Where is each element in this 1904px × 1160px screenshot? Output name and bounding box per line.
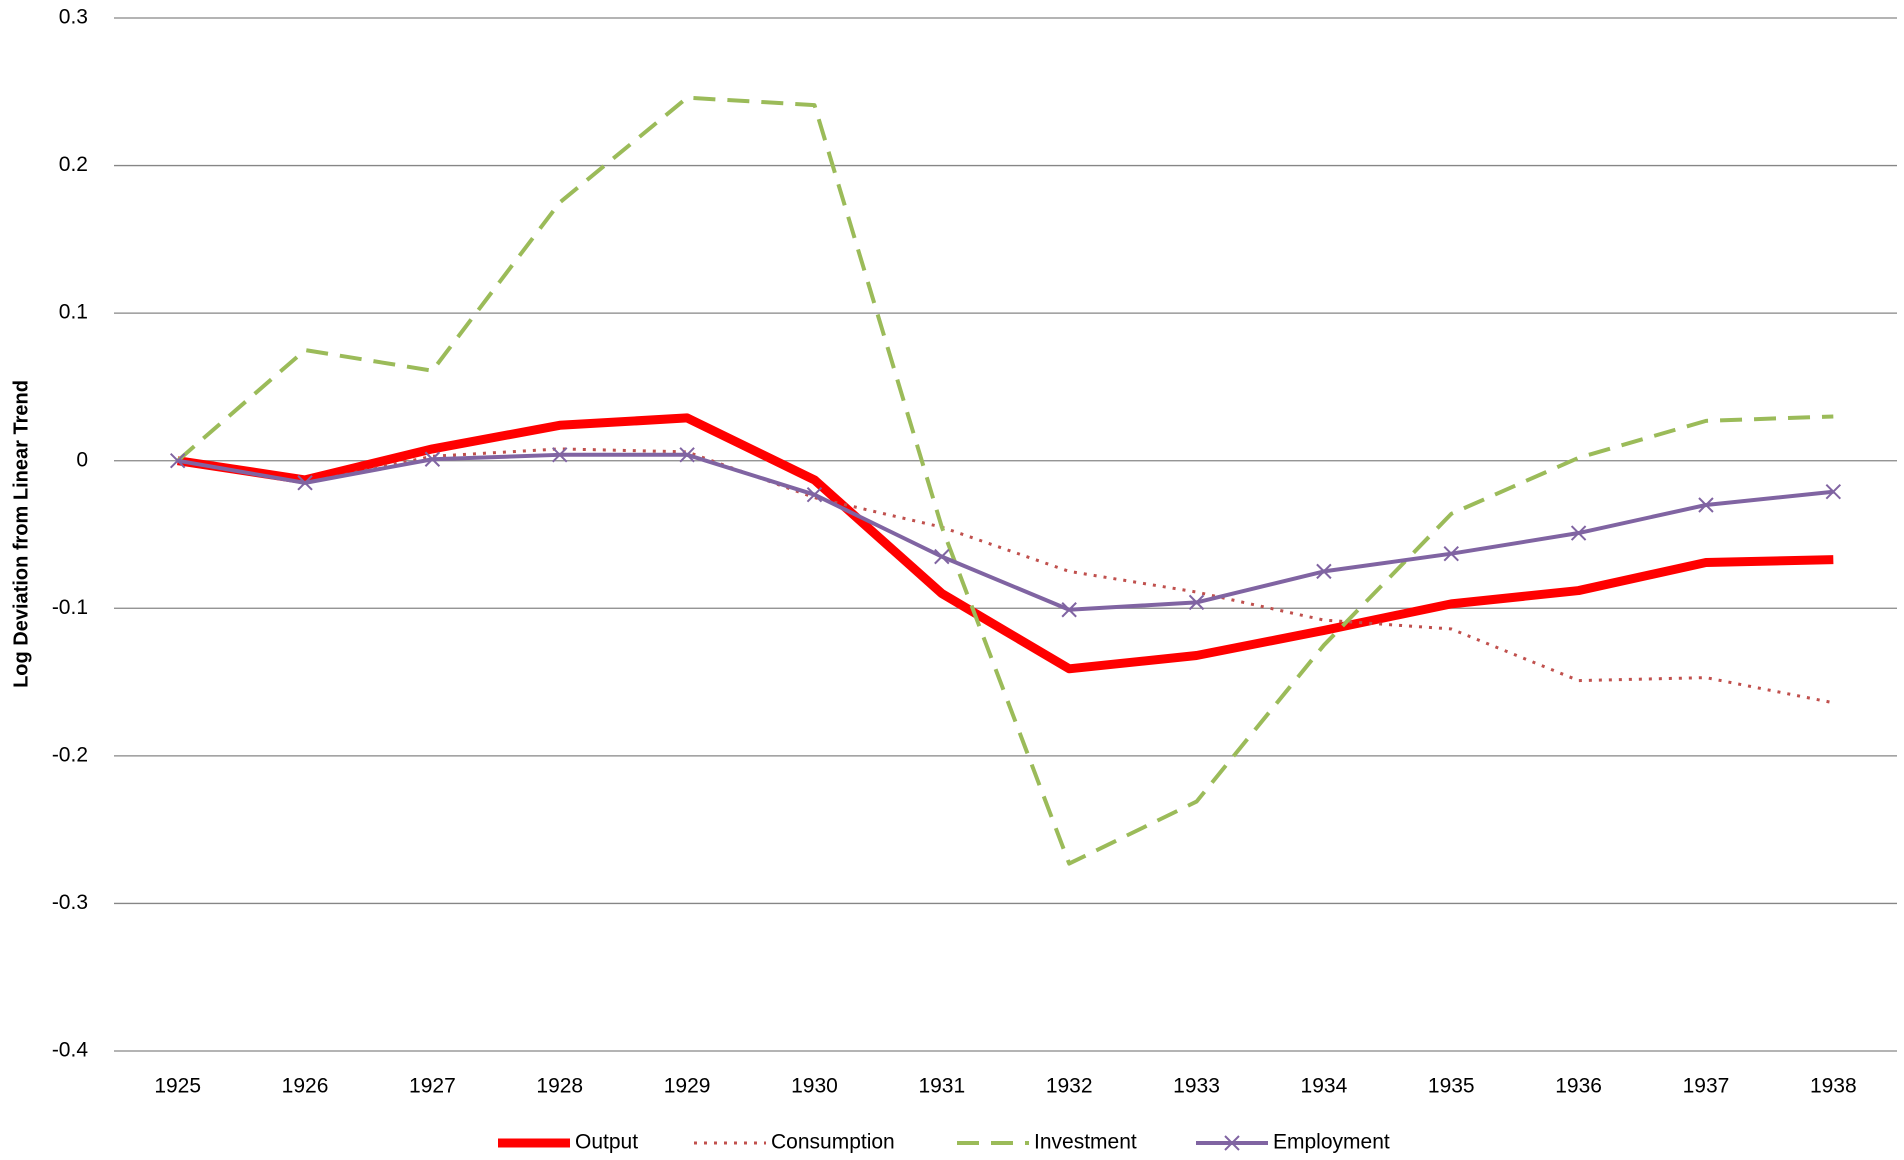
y-tick-label: 0.2: [59, 153, 88, 176]
y-tick-label: -0.2: [52, 743, 88, 766]
marker: [424, 451, 441, 467]
x-tick-label: 1931: [918, 1075, 965, 1098]
marker: [552, 447, 568, 463]
legend-label: Investment: [1034, 1131, 1137, 1154]
marker: [169, 453, 186, 469]
y-tick-label: 0.1: [59, 301, 88, 324]
x-tick-label: 1937: [1683, 1075, 1730, 1098]
marker: [297, 475, 313, 491]
x-tick-label: 1926: [282, 1075, 329, 1098]
x-tick-label: 1934: [1301, 1075, 1348, 1098]
y-tick-label: 0: [76, 448, 88, 471]
x-tick-label: 1928: [536, 1075, 583, 1098]
x-tick-label: 1935: [1428, 1075, 1475, 1098]
legend-label: Consumption: [771, 1131, 895, 1154]
series-line: [177, 447, 1834, 705]
series-line: [177, 452, 1834, 612]
series-line: [176, 95, 1834, 866]
x-tick-label: 1930: [791, 1075, 838, 1098]
marker: [1443, 545, 1459, 562]
x-tick-label: 1933: [1173, 1075, 1220, 1098]
marker: [1698, 497, 1714, 513]
marker: [1188, 594, 1205, 611]
marker: [1061, 602, 1077, 618]
marker: [679, 447, 695, 463]
x-tick-label: 1938: [1810, 1075, 1857, 1098]
series-line: [177, 413, 1834, 674]
x-tick-label: 1932: [1046, 1075, 1093, 1098]
legend-marker: [1224, 1135, 1240, 1151]
x-tick-label: 1925: [154, 1075, 201, 1098]
marker: [1570, 525, 1587, 541]
y-axis-label: Log Deviation from Linear Trend: [10, 380, 32, 688]
marker: [1825, 483, 1842, 500]
y-tick-label: 0.3: [59, 6, 88, 29]
y-tick-label: -0.3: [52, 891, 88, 914]
marker: [934, 548, 950, 565]
y-tick-label: -0.1: [52, 596, 88, 619]
legend-label: Employment: [1273, 1131, 1390, 1154]
marker: [1316, 563, 1332, 580]
legend-label: Output: [575, 1131, 638, 1154]
x-tick-label: 1927: [409, 1075, 456, 1098]
x-tick-label: 1936: [1555, 1075, 1602, 1098]
marker: [806, 486, 823, 503]
y-tick-label: -0.4: [52, 1039, 89, 1062]
x-tick-label: 1929: [664, 1075, 711, 1098]
